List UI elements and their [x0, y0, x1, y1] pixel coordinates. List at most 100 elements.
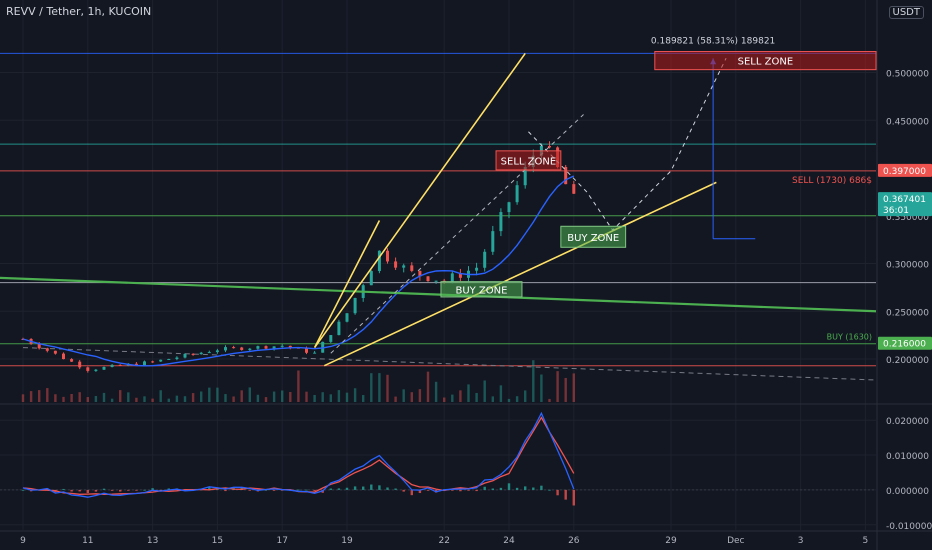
macd-histogram-bar-34 [297, 489, 300, 491]
volume-bar-16 [151, 398, 154, 402]
macd-histogram-bar-28 [248, 489, 251, 491]
price-tick-3: 0.300000 [886, 261, 929, 271]
volume-bar-51 [434, 381, 438, 402]
drawings: 0.189821 (58.31%) 189821 SELL ZONE SELL ZO… [0, 37, 877, 367]
last-price-badge-sub: 36:01 [883, 206, 909, 216]
price-tick-4: 0.250000 [886, 308, 929, 318]
volume-bar-19 [175, 395, 179, 402]
volume-bar-0 [21, 394, 25, 402]
candle-body-25 [224, 347, 227, 351]
sell-price-badge-text: 0.397000 [883, 167, 926, 177]
candle-body-10 [102, 366, 106, 370]
macd-histogram-bar-48 [410, 489, 413, 496]
volume-bar-30 [264, 397, 268, 402]
macd-histogram-bar-24 [216, 489, 219, 490]
candle-body-33 [288, 345, 292, 348]
candle-body-59 [499, 212, 503, 232]
candle-body-11 [110, 364, 114, 367]
candle-body-3 [45, 348, 49, 351]
sell-price-badge-bg [878, 163, 932, 177]
candle-body-30 [264, 346, 268, 349]
macd-histogram-bar-40 [345, 487, 349, 490]
volume-bar-50 [426, 371, 430, 402]
macd-histogram-bar-63 [532, 487, 535, 490]
volume-bar-62 [524, 390, 527, 402]
candle-body-24 [215, 350, 219, 353]
macd-histogram-bar-46 [394, 488, 397, 490]
volume-bar-17 [159, 390, 162, 402]
macd-histogram-bar-14 [135, 489, 138, 491]
buy-price-badge-bg [878, 336, 932, 350]
currency-badge[interactable]: USDT [888, 6, 924, 19]
macd-histogram-bar-23 [208, 486, 211, 490]
volume-bar-7 [78, 392, 81, 402]
candle-body-43 [369, 271, 373, 286]
candle-body-6 [70, 359, 74, 362]
volume-bar-31 [272, 391, 276, 402]
candle-body-61 [515, 185, 519, 203]
buy-zone-mid-box [440, 281, 523, 298]
moving-average [22, 175, 575, 367]
volume-bar-53 [451, 394, 454, 402]
volume-bar-66 [556, 371, 559, 402]
candle-body-27 [240, 347, 244, 350]
macd-histogram-bar-5 [62, 488, 65, 490]
volume-bar-33 [289, 391, 292, 402]
yellow-channel-upper [313, 52, 526, 349]
volume-bar-13 [127, 392, 130, 402]
volume-bar-45 [386, 374, 389, 402]
candle-body-22 [199, 352, 203, 355]
macd-histogram-bar-64 [540, 485, 543, 490]
candle-body-39 [337, 321, 341, 336]
sell-zone-top-label: SELL ZONE [738, 57, 794, 68]
time-tick-0: 9 [20, 536, 26, 546]
volume-bar-29 [256, 394, 260, 402]
volume-bar-20 [183, 396, 187, 402]
ma-line [22, 175, 575, 367]
time-tick-5: 19 [341, 536, 353, 546]
candle-body-56 [475, 267, 479, 271]
macd-histogram-bar-62 [524, 486, 527, 490]
macd-histogram-bar-42 [362, 486, 365, 490]
volume-bar-4 [54, 394, 57, 402]
candle-body-28 [248, 348, 252, 350]
volume-bar-58 [491, 396, 494, 402]
macd-histogram-bar-30 [264, 489, 268, 491]
candle-body-4 [53, 350, 57, 354]
macd-histogram-bar-35 [305, 489, 308, 491]
volume-bar-52 [443, 397, 446, 402]
volume-bar-42 [362, 395, 365, 402]
candle-body-29 [256, 346, 260, 349]
buy-order-label: BUY (1630) [827, 333, 872, 342]
candle-body-65 [548, 146, 551, 148]
candle-body-8 [86, 367, 90, 371]
last-price-badge-bg [878, 192, 932, 217]
volume-bar-25 [224, 394, 227, 402]
macd-histogram-bar-68 [572, 489, 575, 506]
volume-bar-3 [46, 388, 49, 402]
macd-histogram-bar-13 [127, 489, 130, 491]
volume-bar-37 [321, 392, 324, 402]
candle-body-51 [434, 280, 438, 282]
volume-bar-49 [418, 389, 422, 402]
candle-body-15 [143, 361, 146, 366]
time-tick-1: 11 [82, 536, 93, 546]
volume-bar-38 [329, 394, 332, 402]
volume-bar-61 [515, 396, 519, 402]
volume-bar-35 [305, 391, 308, 402]
macd-histogram-bar-47 [402, 489, 405, 492]
macd-histogram-bar-12 [119, 489, 122, 492]
volume-bar-44 [378, 373, 381, 402]
candle-body-44 [377, 250, 381, 272]
volume-bar-36 [313, 394, 316, 402]
yellow-channel-lower [323, 181, 717, 367]
macd-histogram-bar-43 [370, 484, 373, 490]
volume-bar-11 [110, 398, 114, 402]
macd-histogram-bar-0 [21, 489, 25, 491]
macd-histogram-bar-65 [548, 489, 551, 491]
candle-body-45 [386, 250, 389, 262]
macd-histogram-bar-59 [499, 487, 503, 490]
buy-zone-mid-label: BUY ZONE [455, 285, 507, 296]
